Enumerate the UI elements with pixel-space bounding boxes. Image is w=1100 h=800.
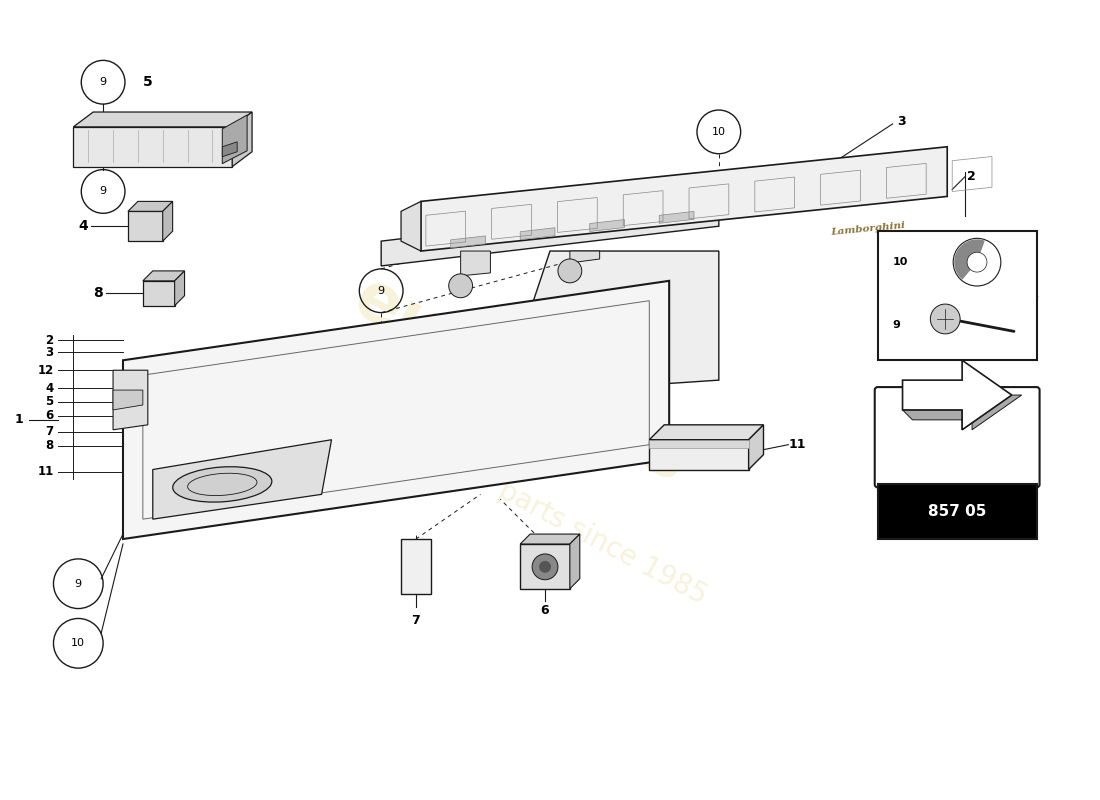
Polygon shape bbox=[421, 146, 947, 251]
Text: 8: 8 bbox=[45, 439, 54, 452]
Polygon shape bbox=[153, 440, 331, 519]
Polygon shape bbox=[74, 112, 252, 127]
Polygon shape bbox=[749, 425, 763, 470]
Text: 10: 10 bbox=[712, 127, 726, 137]
Polygon shape bbox=[123, 251, 718, 420]
Polygon shape bbox=[123, 281, 669, 539]
Polygon shape bbox=[520, 228, 556, 240]
Polygon shape bbox=[570, 534, 580, 589]
Polygon shape bbox=[461, 251, 491, 276]
Text: 11: 11 bbox=[789, 438, 806, 451]
Circle shape bbox=[539, 561, 551, 573]
Text: 9: 9 bbox=[75, 578, 81, 589]
Text: 9: 9 bbox=[100, 186, 107, 197]
Text: 9: 9 bbox=[100, 78, 107, 87]
Polygon shape bbox=[128, 202, 173, 211]
Polygon shape bbox=[402, 202, 421, 251]
Polygon shape bbox=[143, 281, 175, 306]
Text: 7: 7 bbox=[45, 426, 54, 438]
Polygon shape bbox=[143, 271, 185, 281]
Polygon shape bbox=[232, 112, 252, 166]
Text: 10: 10 bbox=[72, 638, 86, 648]
Circle shape bbox=[558, 259, 582, 283]
Text: 12: 12 bbox=[37, 364, 54, 377]
Text: 3: 3 bbox=[45, 346, 54, 359]
Text: 2: 2 bbox=[45, 334, 54, 347]
Polygon shape bbox=[382, 202, 718, 266]
Text: 4: 4 bbox=[45, 382, 54, 394]
Ellipse shape bbox=[173, 466, 272, 502]
Polygon shape bbox=[451, 236, 485, 248]
FancyBboxPatch shape bbox=[874, 387, 1040, 487]
Text: 11: 11 bbox=[37, 465, 54, 478]
Text: a passion for parts since 1985: a passion for parts since 1985 bbox=[329, 389, 712, 610]
Circle shape bbox=[449, 274, 473, 298]
Polygon shape bbox=[222, 115, 248, 164]
Polygon shape bbox=[649, 440, 749, 470]
Text: 4: 4 bbox=[78, 219, 88, 234]
Circle shape bbox=[954, 238, 1001, 286]
Wedge shape bbox=[954, 239, 985, 280]
Text: 9: 9 bbox=[892, 321, 901, 330]
Polygon shape bbox=[659, 211, 694, 223]
Text: 1: 1 bbox=[14, 414, 23, 426]
Circle shape bbox=[967, 252, 987, 272]
Text: 6: 6 bbox=[541, 603, 549, 617]
Polygon shape bbox=[74, 127, 232, 166]
Polygon shape bbox=[520, 534, 580, 544]
Text: 10: 10 bbox=[892, 257, 907, 267]
Polygon shape bbox=[902, 395, 1022, 430]
Text: 5: 5 bbox=[45, 395, 54, 409]
Circle shape bbox=[532, 554, 558, 580]
Polygon shape bbox=[222, 142, 238, 157]
Text: Lamborghini: Lamborghini bbox=[830, 221, 905, 238]
Polygon shape bbox=[520, 544, 570, 589]
Text: europarts: europarts bbox=[342, 265, 698, 496]
Text: 9: 9 bbox=[377, 286, 385, 296]
Text: 3: 3 bbox=[898, 115, 906, 129]
Text: 2: 2 bbox=[967, 170, 976, 183]
Polygon shape bbox=[649, 425, 763, 440]
Text: 6: 6 bbox=[45, 410, 54, 422]
Polygon shape bbox=[175, 271, 185, 306]
Polygon shape bbox=[590, 219, 625, 231]
Polygon shape bbox=[902, 360, 1012, 430]
Polygon shape bbox=[113, 370, 147, 430]
Bar bbox=[878, 231, 1036, 360]
Text: 8: 8 bbox=[94, 286, 103, 300]
Polygon shape bbox=[649, 440, 749, 448]
Text: 5: 5 bbox=[143, 75, 153, 90]
Bar bbox=[402, 539, 431, 594]
Text: 857 05: 857 05 bbox=[928, 504, 987, 519]
Polygon shape bbox=[128, 211, 163, 241]
Polygon shape bbox=[113, 390, 143, 410]
Polygon shape bbox=[570, 251, 600, 263]
Text: 7: 7 bbox=[411, 614, 420, 626]
Circle shape bbox=[931, 304, 960, 334]
Polygon shape bbox=[163, 202, 173, 241]
Bar bbox=[878, 485, 1036, 539]
